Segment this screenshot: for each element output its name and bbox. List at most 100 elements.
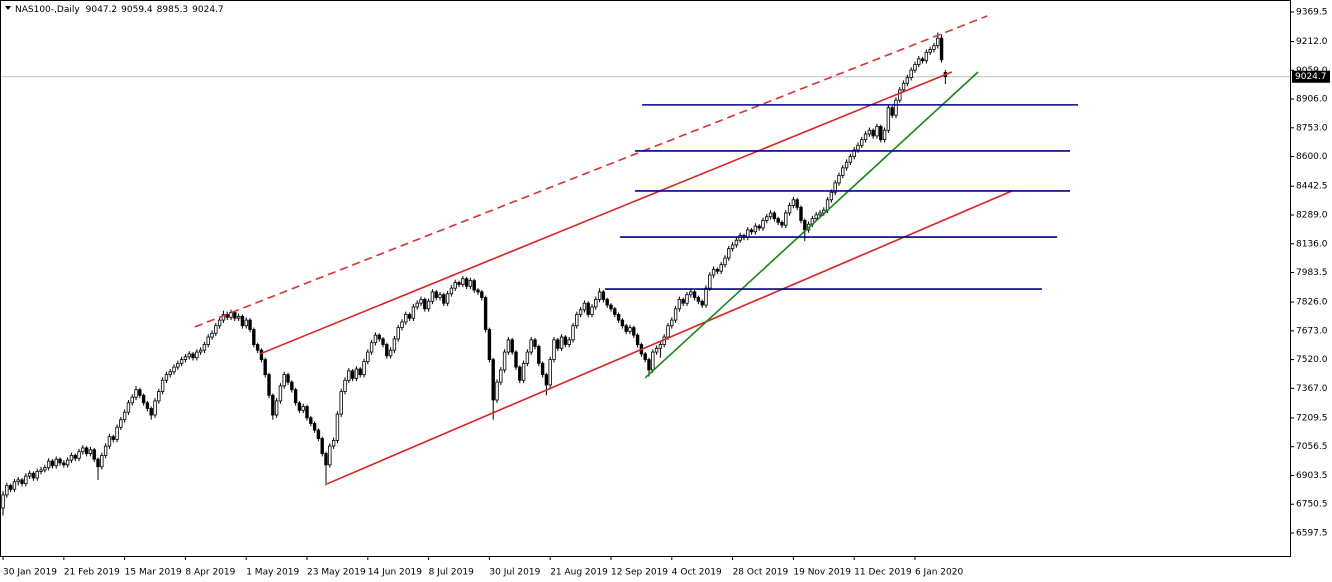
y-tick-label: 8600.0 xyxy=(1296,152,1328,162)
candle-body xyxy=(111,436,115,440)
x-tick-label: 21 Aug 2019 xyxy=(550,568,608,578)
candle-body xyxy=(654,347,659,353)
candle-body xyxy=(84,447,89,454)
candle-body xyxy=(69,455,74,461)
candle-body xyxy=(799,206,803,221)
candle-body xyxy=(411,306,416,319)
candle-body xyxy=(316,429,321,439)
candle-body xyxy=(354,368,359,379)
candle-body xyxy=(103,445,108,456)
low-value: 8985.3 xyxy=(157,5,189,15)
candle-body xyxy=(772,212,777,220)
candle-body xyxy=(700,300,704,306)
candle-body xyxy=(366,351,370,362)
candle-body xyxy=(559,336,564,349)
candle-body xyxy=(537,346,541,364)
x-tick-label: 8 Apr 2019 xyxy=(185,568,235,578)
candle-body xyxy=(525,351,530,364)
candle-body xyxy=(491,359,495,401)
candle-body xyxy=(882,129,887,141)
candle-body xyxy=(430,291,435,302)
chart-title: NAS100-,Daily xyxy=(15,5,80,15)
candle-body xyxy=(886,107,891,131)
candle-body xyxy=(16,479,20,483)
candle-body xyxy=(521,362,526,381)
candle-body xyxy=(141,394,146,404)
candle-body xyxy=(472,280,476,291)
candle-body xyxy=(487,329,492,360)
candle-body xyxy=(404,314,408,323)
candle-body xyxy=(415,302,419,308)
candle-body xyxy=(518,366,522,381)
x-tick-label: 23 May 2019 xyxy=(307,568,366,578)
candle-body xyxy=(499,369,503,383)
candle-body xyxy=(464,278,469,287)
candle-body xyxy=(932,45,936,50)
candle-body xyxy=(582,302,587,311)
candle-body xyxy=(248,319,252,330)
candle-body xyxy=(879,126,883,141)
candle-body xyxy=(293,389,298,404)
x-tick-label: 15 Mar 2019 xyxy=(125,568,182,578)
y-tick-label: 7056.5 xyxy=(1296,442,1328,452)
x-tick-label: 4 Oct 2019 xyxy=(672,568,722,578)
price-label-box xyxy=(1292,70,1330,83)
candle-body xyxy=(841,167,845,176)
candle-body xyxy=(848,156,853,163)
candle-body xyxy=(757,225,761,229)
trend-line xyxy=(326,190,1013,485)
candle-body xyxy=(423,299,427,310)
candle-body xyxy=(791,199,796,206)
candle-body xyxy=(871,129,875,137)
candle-body xyxy=(187,353,191,358)
candle-body xyxy=(305,406,309,419)
x-tick-label: 21 Feb 2019 xyxy=(64,568,120,578)
candle-body xyxy=(506,339,511,353)
candle-body xyxy=(195,351,199,359)
candle-body xyxy=(419,299,423,304)
candle-body xyxy=(730,244,735,250)
candle-body xyxy=(24,475,28,485)
candle-body xyxy=(27,472,32,477)
candle-body xyxy=(624,325,628,332)
candle-body xyxy=(358,368,362,376)
candle-body xyxy=(765,216,769,221)
candle-body xyxy=(81,447,85,453)
candle-body xyxy=(217,319,222,327)
candle-body xyxy=(130,396,134,404)
candle-body xyxy=(145,402,150,409)
y-tick-label: 8906.0 xyxy=(1296,95,1328,105)
candle-body xyxy=(480,291,484,298)
candle-body xyxy=(901,82,906,91)
candle-body xyxy=(795,199,799,208)
candle-body xyxy=(578,309,583,315)
candle-body xyxy=(385,344,389,357)
candle-body xyxy=(939,37,944,61)
candle-body xyxy=(73,455,77,459)
candle-body xyxy=(590,306,594,315)
candle-body xyxy=(331,440,336,447)
candle-body xyxy=(12,481,17,490)
candle-body xyxy=(236,315,241,319)
open-value: 9047.2 xyxy=(86,5,118,15)
candle-body xyxy=(309,417,313,424)
y-tick-label: 6750.5 xyxy=(1296,500,1328,510)
candle-body xyxy=(210,332,214,338)
chart-header: NAS100-,Daily 9047.2 9059.4 8985.3 9024.7 xyxy=(15,5,224,15)
candle-body xyxy=(666,325,670,338)
candle-body xyxy=(502,351,507,371)
candle-body xyxy=(362,361,366,376)
candle-body xyxy=(138,389,142,396)
candle-body xyxy=(43,467,47,471)
candle-body xyxy=(780,221,784,226)
candle-body xyxy=(533,339,537,347)
x-tick-label: 11 Dec 2019 xyxy=(854,568,912,578)
candle-body xyxy=(96,458,100,468)
menu-triangle[interactable] xyxy=(5,6,11,10)
y-tick-label: 7826.0 xyxy=(1296,298,1328,308)
x-tick-label: 12 Sep 2019 xyxy=(611,568,668,578)
close-value: 9024.7 xyxy=(192,5,224,15)
candle-body xyxy=(875,126,879,137)
candle-body xyxy=(438,294,442,298)
candle-body xyxy=(233,312,237,319)
